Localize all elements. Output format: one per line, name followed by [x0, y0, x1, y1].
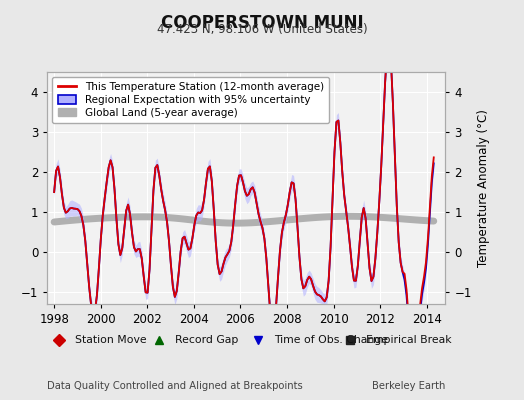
Y-axis label: Temperature Anomaly (°C): Temperature Anomaly (°C) — [477, 109, 490, 267]
Text: Empirical Break: Empirical Break — [366, 334, 451, 344]
Legend: This Temperature Station (12-month average), Regional Expectation with 95% uncer: This Temperature Station (12-month avera… — [52, 77, 329, 123]
Text: Data Quality Controlled and Aligned at Breakpoints: Data Quality Controlled and Aligned at B… — [47, 381, 303, 391]
Text: Time of Obs. Change: Time of Obs. Change — [274, 334, 388, 344]
Text: Record Gap: Record Gap — [174, 334, 238, 344]
Text: 47.423 N, 98.106 W (United States): 47.423 N, 98.106 W (United States) — [157, 23, 367, 36]
Text: COOPERSTOWN MUNI: COOPERSTOWN MUNI — [161, 14, 363, 32]
Text: Station Move: Station Move — [75, 334, 147, 344]
Text: Berkeley Earth: Berkeley Earth — [372, 381, 445, 391]
